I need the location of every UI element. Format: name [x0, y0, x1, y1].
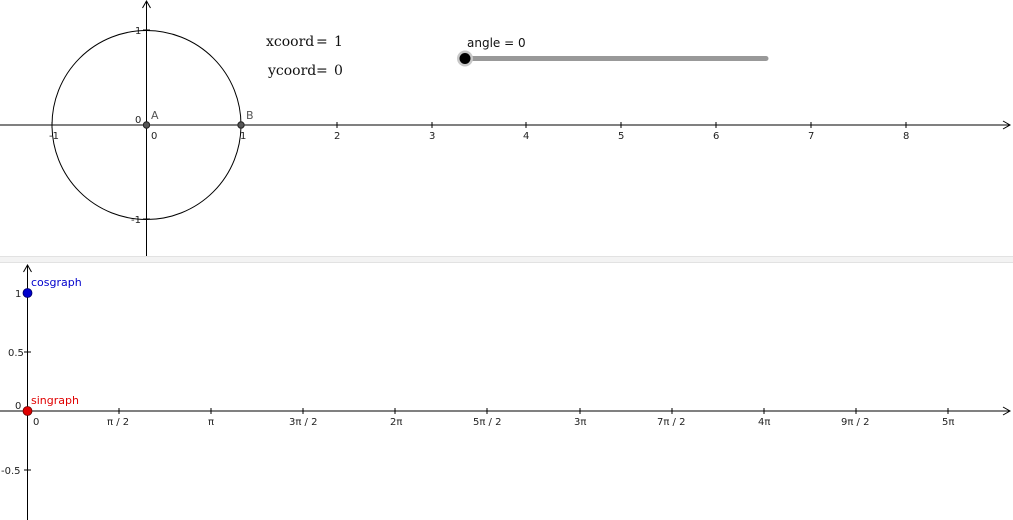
y-tick-label: 0.5	[8, 348, 24, 359]
graphics-view-2[interactable]: 0 π / 2 π 3π / 2 2π 5π / 2 3π 7π / 2 4π …	[0, 263, 1013, 520]
y-tick-label: 1	[135, 26, 141, 37]
ycoord-name: ycoord	[267, 63, 316, 79]
x-tick-label: 2	[334, 131, 340, 142]
point-a-label: A	[151, 109, 159, 122]
x-tick-label: 2π	[390, 417, 402, 428]
singraph-point[interactable]	[22, 406, 33, 416]
x-axis-ticks	[118, 408, 949, 414]
ycoord-equals: =	[316, 63, 328, 79]
x-tick-label: π / 2	[107, 417, 129, 428]
x-axis-arrow	[1002, 406, 1012, 416]
x-tick-label: 3	[429, 131, 435, 142]
x-tick-label: 5π	[942, 417, 954, 428]
cosgraph-point[interactable]	[22, 288, 33, 298]
x-tick-label: -1	[49, 131, 59, 142]
y-axis-arrow	[23, 263, 32, 273]
y-tick-label: -1	[131, 215, 141, 226]
x-tick-label: 5π / 2	[473, 417, 501, 428]
x-tick-label: 8	[903, 131, 909, 142]
singraph-label: singraph	[31, 394, 79, 407]
y-tick-label: 1	[15, 289, 21, 300]
x-axis-arrow	[1002, 120, 1012, 130]
x-tick-label: 4π	[758, 417, 770, 428]
y-axis-arrow	[142, 0, 151, 9]
y-tick-label: -0.5	[1, 466, 21, 477]
x-tick-label: 0	[33, 417, 39, 428]
xcoord-equals: =	[316, 34, 328, 50]
xcoord-name: xcoord	[266, 34, 314, 50]
x-tick-label: π	[208, 417, 214, 428]
point-b[interactable]	[237, 121, 245, 129]
graphics-view-1[interactable]: -1 0 1 2 3 4 5 6 7 8 1 -1 0 A B xcoord =…	[0, 0, 1013, 256]
angle-slider-knob[interactable]	[459, 53, 471, 64]
origin-label: 0	[135, 115, 141, 126]
x-tick-label: 9π / 2	[841, 417, 869, 428]
x-tick-label: 1	[240, 131, 246, 142]
x-tick-label: 3π	[574, 417, 586, 428]
x-tick-label: 6	[713, 131, 719, 142]
x-tick-label: 7π / 2	[657, 417, 685, 428]
graphics-view-2-canvas[interactable]: 0 π / 2 π 3π / 2 2π 5π / 2 3π 7π / 2 4π …	[0, 263, 1013, 520]
y-tick-label: 0	[15, 401, 21, 412]
view-divider[interactable]	[0, 256, 1013, 263]
point-a[interactable]	[142, 121, 151, 129]
x-tick-label: 5	[618, 131, 624, 142]
x-tick-label: 3π / 2	[289, 417, 317, 428]
graphics-view-1-canvas[interactable]: -1 0 1 2 3 4 5 6 7 8 1 -1 0 A B xcoord =…	[0, 0, 1013, 256]
point-b-label: B	[246, 109, 254, 122]
ycoord-value: 0	[334, 63, 343, 79]
x-tick-label: 4	[523, 131, 529, 142]
angle-slider-label: angle = 0	[467, 36, 526, 50]
x-tick-label: 0	[151, 131, 157, 142]
x-tick-label: 7	[808, 131, 814, 142]
xcoord-value: 1	[334, 34, 343, 50]
cosgraph-label: cosgraph	[31, 276, 82, 289]
